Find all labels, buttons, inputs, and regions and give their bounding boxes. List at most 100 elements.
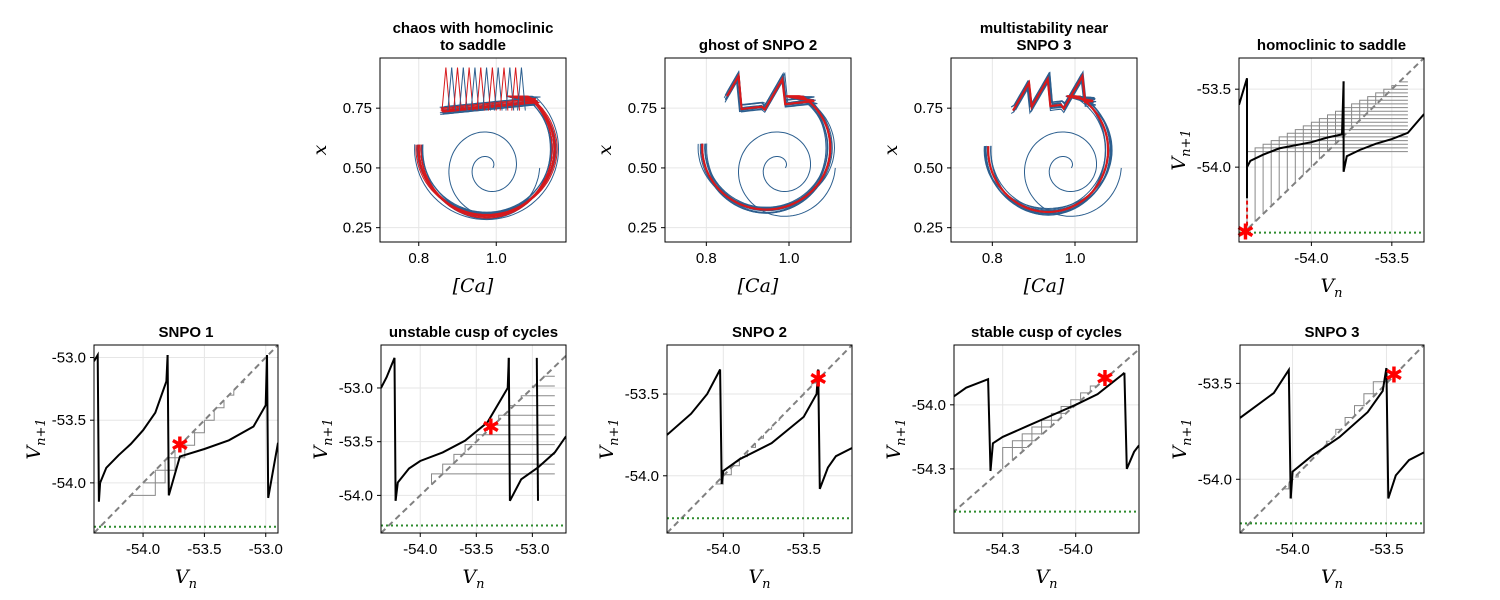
panel-title: to saddle	[440, 37, 506, 54]
y-tick-label: -54.0	[912, 397, 946, 414]
cobweb	[715, 383, 815, 485]
panel-title: SNPO 3	[1304, 324, 1359, 341]
x-axis-label: Vn	[1321, 566, 1343, 592]
y-tick-label: -53.5	[625, 386, 659, 403]
map-branch	[954, 377, 992, 472]
spike	[511, 67, 517, 111]
attractor-orbit	[987, 72, 1110, 214]
y-tick-label: 0.25	[628, 220, 657, 237]
y-axis-label: Vn+1	[310, 418, 336, 459]
x-tick-label: 1.0	[779, 250, 800, 267]
y-tick-label: 0.75	[914, 100, 943, 117]
panel-title: ghost of SNPO 2	[699, 37, 817, 54]
spike	[515, 67, 520, 111]
map-branch	[1385, 367, 1424, 499]
panel-title: unstable cusp of cycles	[389, 324, 558, 341]
map-branch	[1289, 367, 1388, 499]
fixed-point-marker: ✱	[171, 433, 189, 458]
identity-line	[1239, 58, 1424, 239]
y-tick-label: -53.5	[339, 434, 373, 451]
panel-6: ✱ -54.0 -53.5 -53.0 -54.0 -53.5 -53.0 unstable …	[310, 324, 567, 592]
axes-frame	[666, 344, 853, 534]
axes-frame	[953, 344, 1140, 534]
spike	[509, 67, 515, 111]
panel-5: ✱ -54.0 -53.5 -53.0 -54.0 -53.5 -53.0 SNPO 1 Vn V…	[23, 324, 283, 592]
fixed-point-marker: ✱	[1385, 364, 1403, 389]
x-tick-label: 0.8	[982, 250, 1003, 267]
y-tick-label: 0.50	[914, 160, 943, 177]
panel-title: SNPO 3	[1016, 37, 1071, 54]
identity-line	[954, 347, 1139, 513]
axes-frame	[1238, 57, 1425, 243]
x-axis-label: Vn	[748, 566, 770, 592]
x-tick-label: -53.5	[1375, 250, 1409, 267]
x-tick-label: -53.5	[187, 541, 221, 558]
y-axis-label: Vn+1	[1169, 418, 1195, 459]
spike	[468, 67, 474, 111]
fixed-point-marker: ✱	[482, 416, 500, 441]
spike	[499, 67, 505, 111]
x-axis-label: Vn	[462, 566, 484, 592]
spike	[497, 67, 503, 111]
map-branch	[266, 354, 278, 499]
y-tick-label: -54.0	[339, 487, 373, 504]
panel-8: ✱ -54.3 -54.0 -54.3 -54.0 stable cusp of cycl…	[883, 324, 1140, 592]
map-branch	[99, 354, 169, 484]
y-tick-label: -53.5	[1198, 375, 1232, 392]
plot-area	[1240, 345, 1424, 533]
map-branch	[667, 369, 723, 485]
panel-title: stable cusp of cycles	[971, 324, 1122, 341]
attractor-orbit	[415, 95, 558, 215]
map-branch	[989, 372, 1126, 472]
y-axis-label: Vn+1	[1168, 129, 1194, 170]
y-tick-label: -53.0	[339, 380, 373, 397]
panel-4: ✱ -54.0 -53.5 -54.0 -53.5 homoclinic to saddl…	[1168, 37, 1425, 301]
plot-area	[983, 70, 1122, 217]
x-axis-label: [Ca]	[1024, 275, 1065, 297]
spike	[491, 67, 497, 111]
spike	[464, 67, 470, 111]
map-branch	[817, 369, 852, 490]
transient-loop	[985, 71, 1111, 216]
panel-9: ✱ -54.0 -53.5 -54.0 -53.5 SNPO 3 Vn Vn+1	[1169, 324, 1425, 592]
x-axis-label: Vn	[1035, 566, 1057, 592]
transient-loop	[987, 74, 1110, 212]
y-tick-label: 0.50	[343, 160, 372, 177]
x-tick-label: -54.0	[403, 541, 437, 558]
y-tick-label: 0.75	[343, 100, 372, 117]
panel-1: 0.8 1.0 0.25 0.50 0.75 chaos with homoclinict…	[309, 20, 567, 297]
y-tick-label: -54.0	[1197, 159, 1231, 176]
spike	[493, 67, 499, 111]
plot-area	[954, 347, 1139, 513]
panel-title: SNPO 2	[732, 324, 787, 341]
y-axis-label: x	[309, 144, 331, 155]
spike	[520, 67, 526, 111]
x-tick-label: -54.0	[126, 541, 160, 558]
plot-area	[667, 345, 852, 533]
transient-loop	[417, 95, 556, 217]
fixed-point-marker: ✱	[1236, 221, 1254, 246]
y-tick-label: 0.25	[343, 220, 372, 237]
spike	[447, 67, 453, 111]
spike	[476, 67, 482, 111]
map-branch	[381, 357, 397, 501]
plot-area	[381, 354, 566, 533]
panel-title: SNPO 1	[158, 324, 213, 341]
plot-area	[1239, 58, 1424, 239]
y-tick-label: 0.75	[628, 100, 657, 117]
y-axis-label: x	[880, 144, 902, 155]
axes-frame	[1239, 344, 1425, 534]
identity-line	[94, 345, 278, 533]
y-tick-label: 0.50	[628, 160, 657, 177]
axes-frame	[379, 57, 567, 243]
x-axis-label: Vn	[175, 566, 197, 592]
x-axis-label: Vn	[1320, 275, 1342, 301]
panel-title: multistability near	[980, 20, 1109, 37]
map-branch	[1342, 81, 1424, 173]
transient-spiral	[448, 131, 541, 217]
map-branch	[166, 354, 268, 496]
map-branch	[507, 357, 566, 502]
spike	[486, 67, 491, 111]
map-branch	[1240, 366, 1292, 499]
